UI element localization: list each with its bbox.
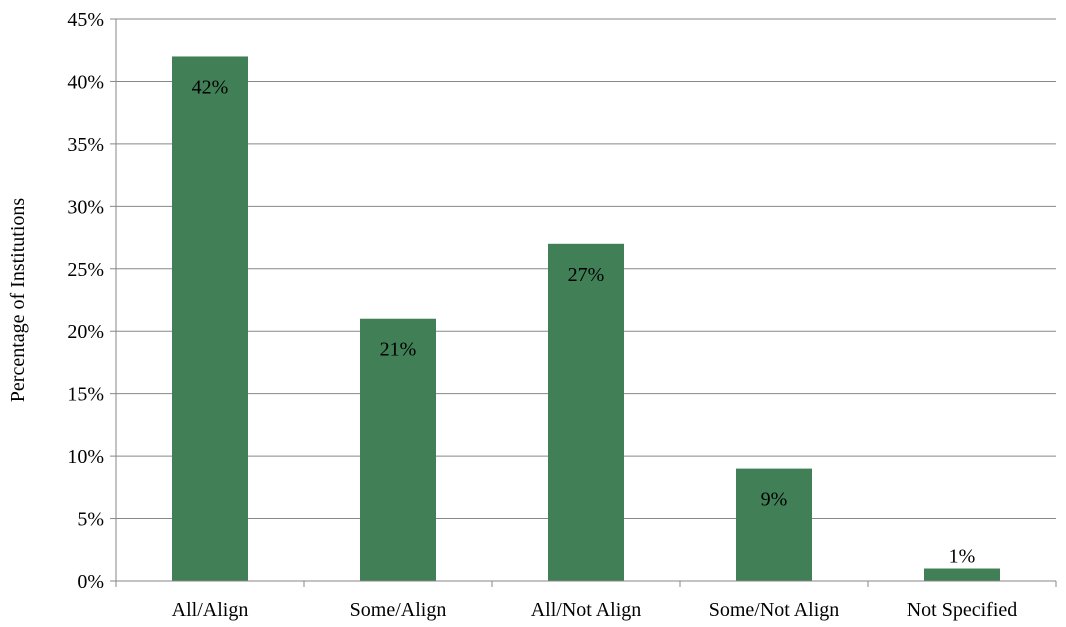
bar	[548, 243, 624, 582]
bar-data-label: 42%	[192, 76, 229, 98]
bar	[172, 56, 248, 581]
y-tick-label: 5%	[77, 509, 104, 531]
y-axis-title: Percentage of Institutions	[7, 198, 29, 403]
x-category-label: All/Align	[172, 599, 249, 621]
bar	[736, 468, 812, 581]
bar	[360, 318, 436, 581]
bar	[924, 568, 1000, 581]
x-category-label: Not Specified	[907, 599, 1018, 621]
y-tick-label: 35%	[67, 134, 104, 156]
y-tick-label: 30%	[67, 196, 104, 218]
y-tick-label: 45%	[67, 9, 104, 31]
bar-data-label: 21%	[380, 339, 417, 361]
y-tick-label: 40%	[67, 71, 104, 93]
bar-data-label: 9%	[761, 489, 788, 511]
x-category-label: All/Not Align	[531, 599, 642, 621]
y-tick-label: 0%	[77, 571, 104, 593]
x-category-label: Some/Not Align	[709, 599, 840, 621]
x-category-label: Some/Align	[350, 599, 447, 621]
y-tick-label: 15%	[67, 384, 104, 406]
labels: 0% 5% 10% 15% 20% 25% 30% 35% 40% 45% 42% All/Align…	[67, 9, 1017, 621]
y-tick-label: 25%	[67, 259, 104, 281]
bars	[172, 56, 1000, 582]
y-tick-label: 10%	[67, 446, 104, 468]
axes	[110, 18, 1057, 587]
bar-data-label: 1%	[949, 546, 976, 568]
bar-data-label: 27%	[568, 264, 605, 286]
y-tick-label: 20%	[67, 321, 104, 343]
